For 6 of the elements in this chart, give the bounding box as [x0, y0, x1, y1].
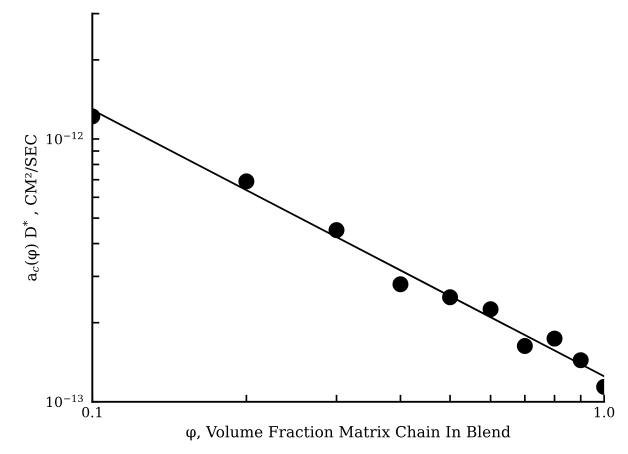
x-tick-label: 1.0 [594, 406, 614, 418]
y-axis-title: a$_{c}$(φ) D$^{*}$ , CM²/SEC [22, 134, 40, 281]
x-tick-label: 0.1 [82, 406, 102, 418]
x-axis-title: φ, Volume Fraction Matrix Chain In Blend [186, 426, 510, 440]
y-tick-label: 10$^{−13}$ [46, 394, 83, 408]
y-tick-label: 10$^{−12}$ [46, 132, 83, 144]
